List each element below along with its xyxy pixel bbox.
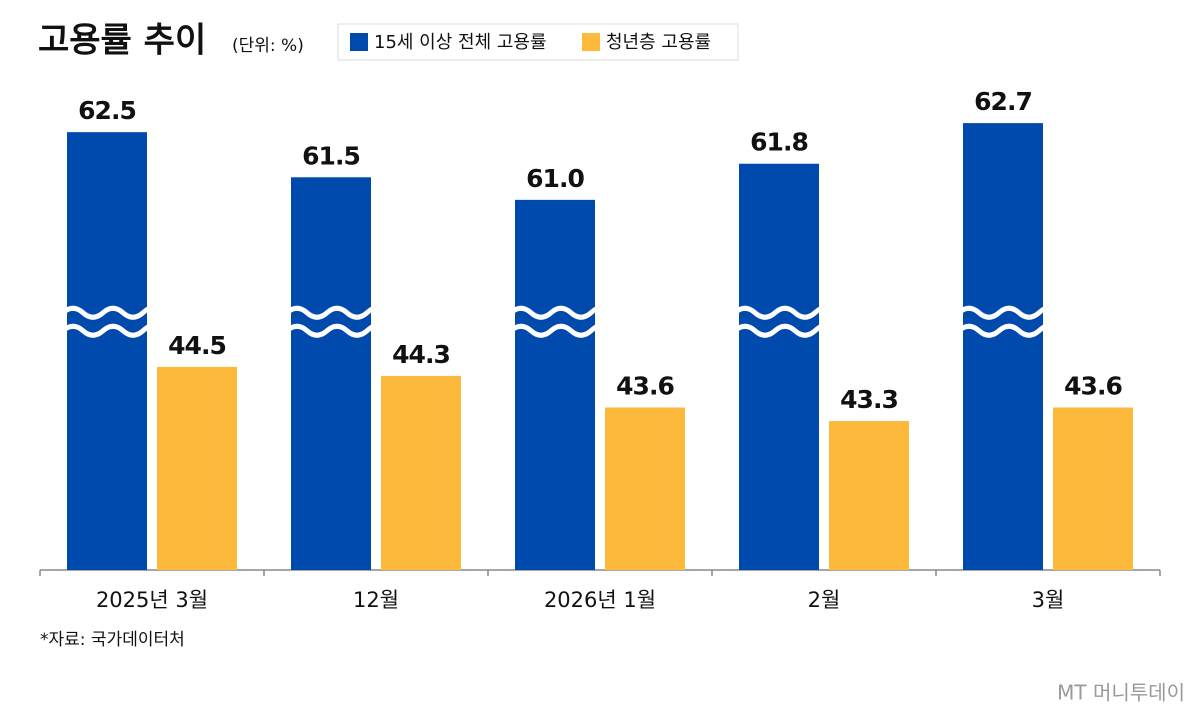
- bar: [963, 123, 1043, 570]
- chart-title: 고용률 추이: [38, 21, 206, 61]
- bar: [291, 177, 371, 570]
- legend-label: 청년층 고용률: [606, 32, 711, 53]
- x-tick-label: 2025년 3월: [96, 588, 208, 612]
- axis-break: [509, 323, 604, 338]
- source: *자료: 국가데이터처: [40, 630, 185, 650]
- bar: [605, 407, 685, 570]
- data-label: 61.5: [302, 141, 360, 170]
- bar: [515, 199, 595, 570]
- axis-break: [957, 305, 1052, 320]
- data-label: 61.0: [526, 164, 584, 193]
- legend-label: 15세 이상 전체 고용률: [374, 32, 547, 53]
- axis-break: [61, 323, 156, 338]
- axis-break: [61, 305, 156, 320]
- data-label: 43.6: [1064, 371, 1122, 400]
- data-label: 62.7: [974, 87, 1032, 116]
- data-label: 44.5: [168, 331, 226, 360]
- watermark: MT 머니투데이: [1057, 681, 1185, 705]
- data-label: 43.3: [840, 385, 898, 414]
- data-label: 62.5: [78, 96, 136, 125]
- bar: [157, 366, 237, 570]
- bar: [381, 375, 461, 570]
- bar: [829, 421, 909, 570]
- axis-break: [733, 323, 828, 338]
- axis-break: [285, 305, 380, 320]
- axis-break: [957, 323, 1052, 338]
- x-tick-label: 2026년 1월: [544, 588, 656, 612]
- bar: [1053, 407, 1133, 570]
- axis-break: [509, 305, 604, 320]
- x-tick-label: 3월: [1032, 588, 1065, 612]
- data-label: 44.3: [392, 340, 450, 369]
- x-tick-label: 2월: [808, 588, 841, 612]
- chart-subtitle: (단위: %): [232, 36, 304, 56]
- bar: [67, 132, 147, 570]
- legend-box: [337, 23, 739, 61]
- x-tick-label: 12월: [353, 588, 399, 612]
- data-label: 61.8: [750, 128, 808, 157]
- data-label: 43.6: [616, 371, 674, 400]
- legend-swatch: [350, 33, 368, 51]
- bar: [739, 163, 819, 570]
- legend-swatch: [582, 33, 600, 51]
- axis-break: [285, 323, 380, 338]
- axis-break: [733, 305, 828, 320]
